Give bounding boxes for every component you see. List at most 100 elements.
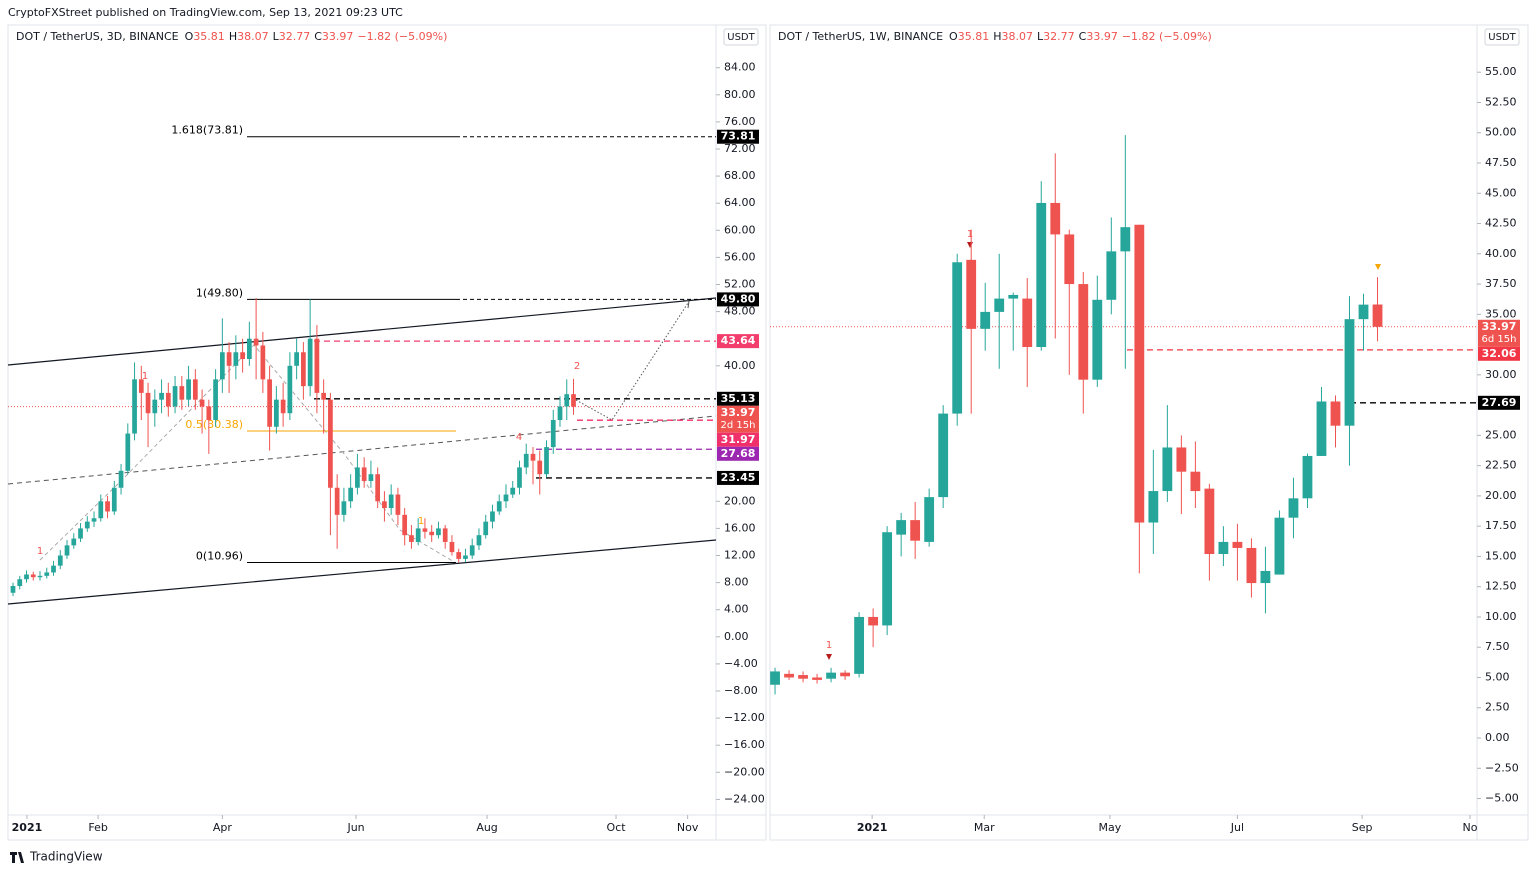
channel-top [7, 297, 717, 366]
x-tick-label: Nov [677, 821, 699, 834]
legend-key: O [949, 30, 958, 43]
candle-body [328, 399, 333, 488]
legend-value: 33.97 [1086, 30, 1118, 43]
candle-body [24, 574, 29, 580]
candle-body [84, 521, 90, 529]
candle-body [71, 538, 77, 546]
candle-body [287, 365, 293, 414]
y-tick-label: −8.00 [724, 684, 758, 697]
candle-body [537, 460, 543, 475]
price-tag [717, 129, 759, 144]
candle-body [51, 565, 56, 573]
candle-body [348, 487, 354, 502]
y-tick-label: −16.00 [724, 738, 765, 751]
y-tick-label: −12.00 [724, 711, 765, 724]
candle-body [402, 514, 408, 536]
price-tag-label: 43.64 [721, 334, 756, 347]
candle-body [1232, 541, 1243, 548]
price-tag-label: 6d 15h [1482, 334, 1517, 345]
y-tick-label: 50.00 [1485, 126, 1517, 139]
y-tick-label: 12.50 [1485, 580, 1517, 593]
candle-body [550, 420, 556, 448]
legend-key: L [273, 30, 280, 43]
price-tag-label: 23.45 [721, 471, 756, 484]
y-tick-label: 56.00 [724, 250, 756, 263]
y-tick-label: −20.00 [724, 765, 765, 778]
y-tick-label: 48.00 [724, 305, 756, 318]
y-tick-label: 72.00 [724, 142, 756, 155]
legend-value: 32.77 [279, 30, 311, 43]
price-tag [717, 432, 759, 447]
candle-body [1120, 227, 1131, 252]
right-panel-frame [769, 24, 1529, 841]
candle-body [1176, 447, 1187, 472]
legend-change: −1.82 (−5.09%) [1122, 30, 1212, 43]
candle-body [361, 467, 367, 481]
candle-body [812, 677, 822, 680]
price-tag-label: 27.68 [721, 447, 756, 460]
candle-body [436, 528, 441, 536]
legend-change: −1.82 (−5.09%) [357, 30, 447, 43]
y-tick-label: 37.50 [1485, 277, 1517, 290]
projection-arrow [682, 299, 690, 309]
candle-body [415, 528, 421, 542]
candle-body [442, 528, 448, 542]
candle-body [1092, 299, 1103, 380]
candle-body [422, 528, 428, 532]
candle-body [321, 392, 327, 400]
candle-body [355, 467, 360, 488]
legend-key: L [1037, 30, 1044, 43]
candle-body [111, 487, 117, 512]
price-tag-label: 31.97 [721, 433, 756, 446]
y-tick-label: 15.00 [1485, 549, 1517, 562]
signal-label: 4 [516, 432, 522, 443]
y-tick-label: 40.00 [724, 359, 756, 372]
candle-body [868, 616, 879, 626]
candle-body [226, 352, 232, 366]
signal-label: 1 [142, 371, 148, 382]
y-tick-label: 0.00 [724, 630, 749, 643]
left-panel-frame [7, 24, 767, 841]
candle-body [280, 399, 286, 414]
candle-body [301, 352, 306, 387]
candle-body [1162, 447, 1173, 492]
candle-body [784, 673, 794, 678]
candle-body [1344, 319, 1355, 426]
candle-body [994, 298, 1005, 312]
candle-body [966, 259, 977, 329]
candle-body [395, 494, 401, 515]
candle-body [138, 379, 144, 393]
candle-body [253, 338, 259, 346]
candle-body [44, 572, 50, 576]
candle-body [1274, 517, 1285, 575]
x-tick-label: Jul [1230, 821, 1244, 834]
candle-body [30, 574, 36, 578]
y-tick-label: 30.00 [1485, 368, 1517, 381]
candle-body [1316, 401, 1327, 456]
currency-box [723, 28, 759, 46]
candle-body [206, 406, 212, 420]
y-tick-label: 55.00 [1485, 65, 1517, 78]
candle-body [78, 528, 83, 539]
y-tick-label: 25.00 [1485, 428, 1517, 441]
y-tick-label: 45.00 [1485, 186, 1517, 199]
x-tick-label: Sep [1352, 821, 1373, 834]
candle-body [826, 672, 836, 679]
candle-body [382, 501, 387, 509]
price-tag [717, 292, 759, 307]
x-tick-label: Oct [607, 821, 627, 834]
y-tick-label: 17.50 [1485, 519, 1517, 532]
legend-key: H [229, 30, 237, 43]
legend-key: C [314, 30, 322, 43]
candle-body [17, 579, 23, 586]
candle-body [530, 453, 536, 461]
candle-body [557, 406, 563, 420]
candle-body [1218, 541, 1229, 555]
y-tick-label: 0.00 [1485, 731, 1510, 744]
footer-brand: TradingView [29, 850, 103, 864]
y-tick-label: 80.00 [724, 88, 756, 101]
signal-arrow [826, 654, 832, 660]
candle-body [213, 379, 218, 420]
candle-body [145, 392, 151, 414]
